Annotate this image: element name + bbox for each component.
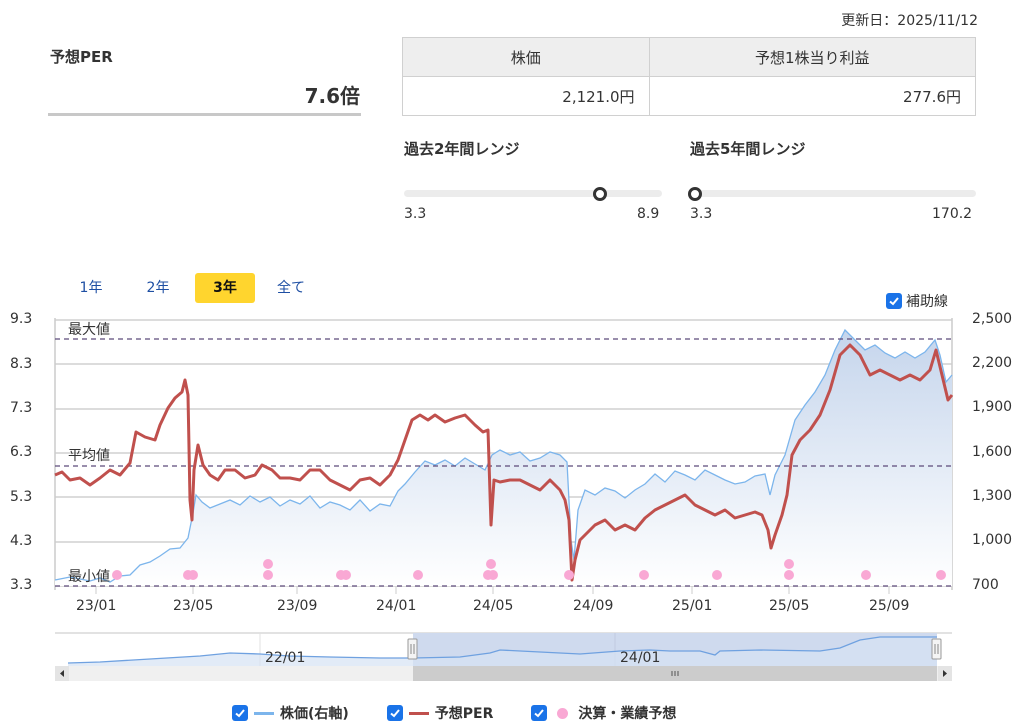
y-left-tick: 3.3 (10, 577, 33, 593)
reference-lines (55, 338, 952, 587)
legend-price[interactable]: 株価(右軸) (232, 703, 349, 723)
tab-1y[interactable]: 1年 (79, 280, 103, 296)
price-eps-table: 株価 予想1株当り利益 2,121.0円 277.6円 (402, 37, 977, 116)
per-line (54, 343, 954, 582)
eps-header: 予想1株当り利益 (648, 37, 977, 77)
event-dots (112, 559, 946, 580)
tab-3y[interactable]: 3年 (195, 273, 255, 303)
range-5y-max: 170.2 (932, 206, 973, 222)
eps-value: 277.6円 (648, 76, 977, 116)
range-2y-title: 過去2年間レンジ (404, 140, 520, 158)
legend-dot-pink-icon (557, 707, 569, 719)
range-2y-min: 3.3 (404, 206, 427, 222)
checkbox-checked-icon[interactable] (531, 705, 548, 721)
range-5y-track (690, 190, 976, 197)
y-right-tick: 2,500 (972, 311, 1013, 327)
y-left-tick: 9.3 (10, 311, 33, 327)
y-left-tick: 7.3 (10, 400, 33, 416)
price-area (55, 330, 952, 586)
legend-per-label: 予想PER (434, 706, 494, 722)
tab-2y[interactable]: 2年 (146, 280, 170, 296)
min-label: 最小値 (68, 569, 110, 585)
aux-lines-label: 補助線 (906, 294, 948, 310)
legend-events-label: 決算・業績予想 (578, 706, 677, 722)
arrow-left-icon (60, 670, 64, 677)
x-tick: 24/01 (376, 598, 417, 614)
y-right-tick: 700 (972, 577, 999, 593)
price-header: 株価 (402, 37, 650, 77)
x-tick: 24/05 (473, 598, 514, 614)
checkbox-checked-icon[interactable] (386, 705, 403, 721)
avg-label: 平均値 (68, 448, 110, 464)
legend-price-label: 株価(右軸) (280, 706, 349, 722)
y-right-tick: 2,200 (972, 355, 1013, 371)
x-tick: 23/05 (173, 598, 214, 614)
max-label: 最大値 (68, 322, 110, 338)
range-2y-knob (593, 187, 607, 201)
tab-all[interactable]: 全て (277, 280, 305, 296)
range-5y-knob (688, 187, 702, 201)
x-tick: 25/09 (869, 598, 910, 614)
price-value: 2,121.0円 (402, 76, 650, 116)
y-right-tick: 1,000 (972, 532, 1013, 548)
navigator-handle-right[interactable] (931, 638, 942, 660)
y-left-tick: 6.3 (10, 444, 33, 460)
y-left-tick: 4.3 (10, 533, 33, 549)
updated-date: 更新日：2025/11/12 (841, 13, 978, 29)
y-right-tick: 1,300 (972, 488, 1013, 504)
legend-per[interactable]: 予想PER (386, 703, 494, 723)
x-tick: 23/09 (277, 598, 318, 614)
per-label: 予想PER (50, 48, 113, 66)
y-left-tick: 8.3 (10, 356, 33, 372)
y-right-tick: 1,600 (972, 444, 1013, 460)
scrollbar[interactable] (55, 666, 952, 681)
checkbox-checked-icon[interactable] (232, 705, 248, 721)
legend-line-blue-icon (254, 711, 274, 715)
checkbox-checked-icon[interactable] (886, 293, 902, 309)
legend-events[interactable]: 決算・業績予想 (531, 703, 676, 723)
range-5y-title: 過去5年間レンジ (690, 140, 806, 158)
per-underline (48, 113, 361, 116)
navigator-label: 22/01 (265, 650, 305, 666)
range-5y-min: 3.3 (690, 206, 713, 222)
range-2y-max: 8.9 (637, 206, 660, 222)
x-ticks (95, 586, 890, 594)
legend-line-red-icon (408, 711, 429, 715)
x-tick: 25/01 (672, 598, 713, 614)
navigator[interactable]: 22/01 24/01 (55, 632, 952, 666)
chart-legend: 株価(右軸) 予想PER 決算・業績予想 (232, 703, 676, 723)
y-right-tick: 1,900 (972, 399, 1013, 415)
navigator-handle-left[interactable] (407, 638, 418, 660)
per-value: 7.6倍 (304, 84, 360, 108)
price-line (54, 328, 953, 583)
aux-lines-toggle[interactable]: 補助線 (886, 291, 948, 311)
navigator-label: 24/01 (620, 650, 660, 666)
y-left-tick: 5.3 (10, 489, 33, 505)
x-tick: 24/09 (573, 598, 614, 614)
range-2y-track (404, 190, 662, 197)
x-tick: 23/01 (76, 598, 117, 614)
x-tick: 25/05 (769, 598, 810, 614)
arrow-right-icon (943, 670, 947, 677)
